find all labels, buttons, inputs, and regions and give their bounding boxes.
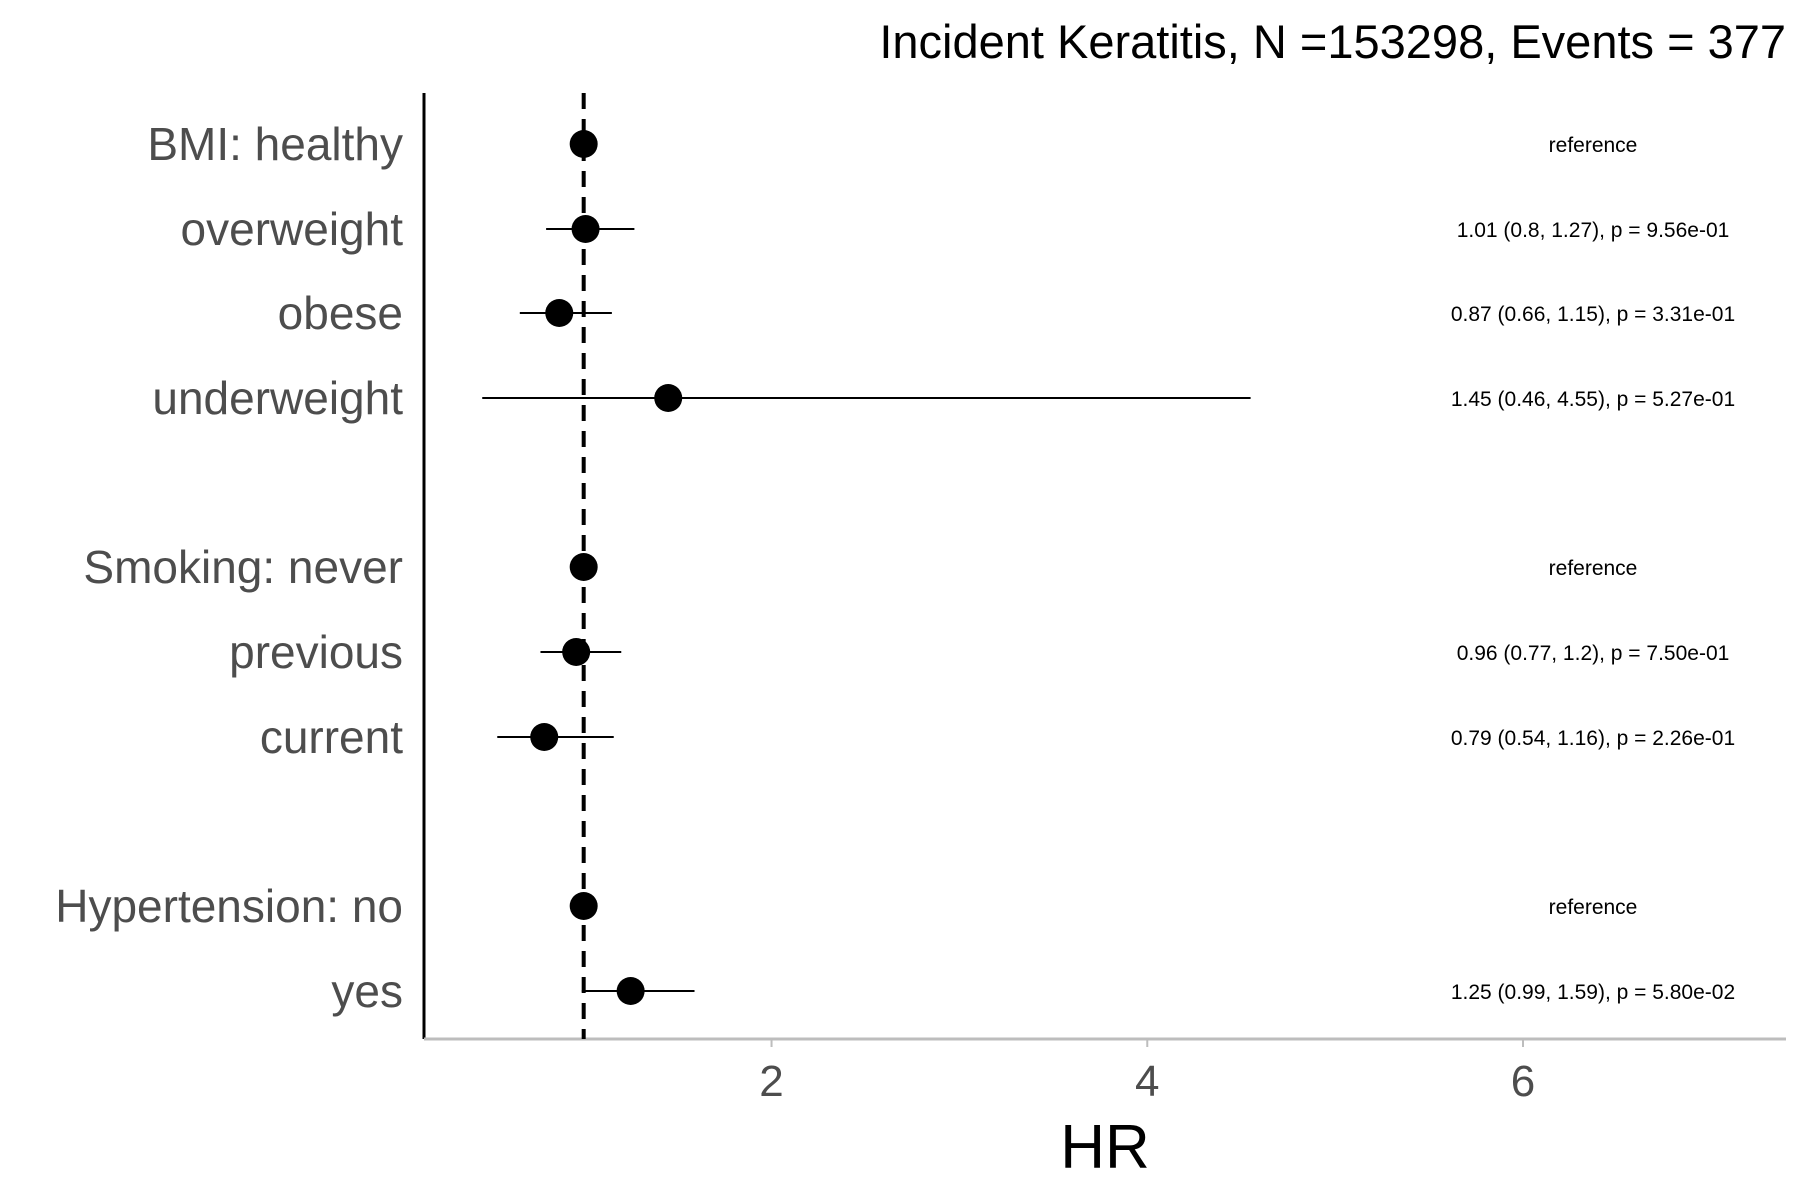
rows-group: BMI: healthy reference overweight 1.01 (0.8…: [55, 118, 1735, 1017]
row-label: Hypertension: no: [55, 880, 403, 932]
forest-row: underweight 1.45 (0.46, 4.55), p = 5.27e-…: [152, 372, 1735, 424]
x-tick-label: 6: [1511, 1057, 1535, 1106]
forest-row: obese 0.87 (0.66, 1.15), p = 3.31e-01: [278, 287, 1735, 339]
hr-point: [571, 215, 600, 243]
forest-row: current 0.79 (0.54, 1.16), p = 2.26e-01: [260, 711, 1735, 763]
row-label: current: [260, 711, 403, 763]
forest-row: previous 0.96 (0.77, 1.2), p = 7.50e-01: [229, 626, 1729, 678]
x-tick-label: 2: [759, 1057, 783, 1106]
hr-point: [654, 384, 683, 412]
forest-row: Smoking: never reference: [83, 541, 1637, 593]
hr-point: [530, 723, 559, 751]
chart-title: Incident Keratitis, N =153298, Events = …: [879, 15, 1786, 68]
estimate-annotation: 0.87 (0.66, 1.15), p = 3.31e-01: [1451, 303, 1735, 326]
hr-point: [569, 892, 598, 920]
hr-point: [569, 130, 598, 158]
hr-point: [545, 299, 574, 327]
estimate-annotation: 0.96 (0.77, 1.2), p = 7.50e-01: [1457, 642, 1730, 665]
hr-point: [616, 977, 645, 1005]
row-label: previous: [229, 626, 403, 678]
x-axis-label: HR: [1060, 1113, 1150, 1182]
row-label: BMI: healthy: [147, 118, 403, 170]
forest-row: yes 1.25 (0.99, 1.59), p = 5.80e-02: [331, 965, 1735, 1017]
forest-row: overweight 1.01 (0.8, 1.27), p = 9.56e-01: [181, 203, 1730, 255]
row-label: overweight: [181, 203, 404, 255]
estimate-annotation: 1.45 (0.46, 4.55), p = 5.27e-01: [1451, 388, 1735, 411]
estimate-annotation: reference: [1549, 896, 1638, 919]
x-ticks-group: 2 4 6: [759, 1039, 1535, 1106]
row-label: yes: [331, 965, 403, 1017]
row-label: underweight: [152, 372, 403, 424]
estimate-annotation: 1.25 (0.99, 1.59), p = 5.80e-02: [1451, 981, 1735, 1004]
estimate-annotation: 0.79 (0.54, 1.16), p = 2.26e-01: [1451, 727, 1735, 750]
row-label: obese: [278, 287, 403, 339]
estimate-annotation: reference: [1549, 557, 1638, 580]
hr-point: [562, 638, 591, 666]
hr-point: [569, 553, 598, 581]
row-label: Smoking: never: [83, 541, 403, 593]
estimate-annotation: 1.01 (0.8, 1.27), p = 9.56e-01: [1457, 219, 1730, 242]
forest-row: BMI: healthy reference: [147, 118, 1637, 170]
estimate-annotation: reference: [1549, 134, 1638, 157]
forest-row: Hypertension: no reference: [55, 880, 1637, 932]
x-tick-label: 4: [1135, 1057, 1159, 1106]
